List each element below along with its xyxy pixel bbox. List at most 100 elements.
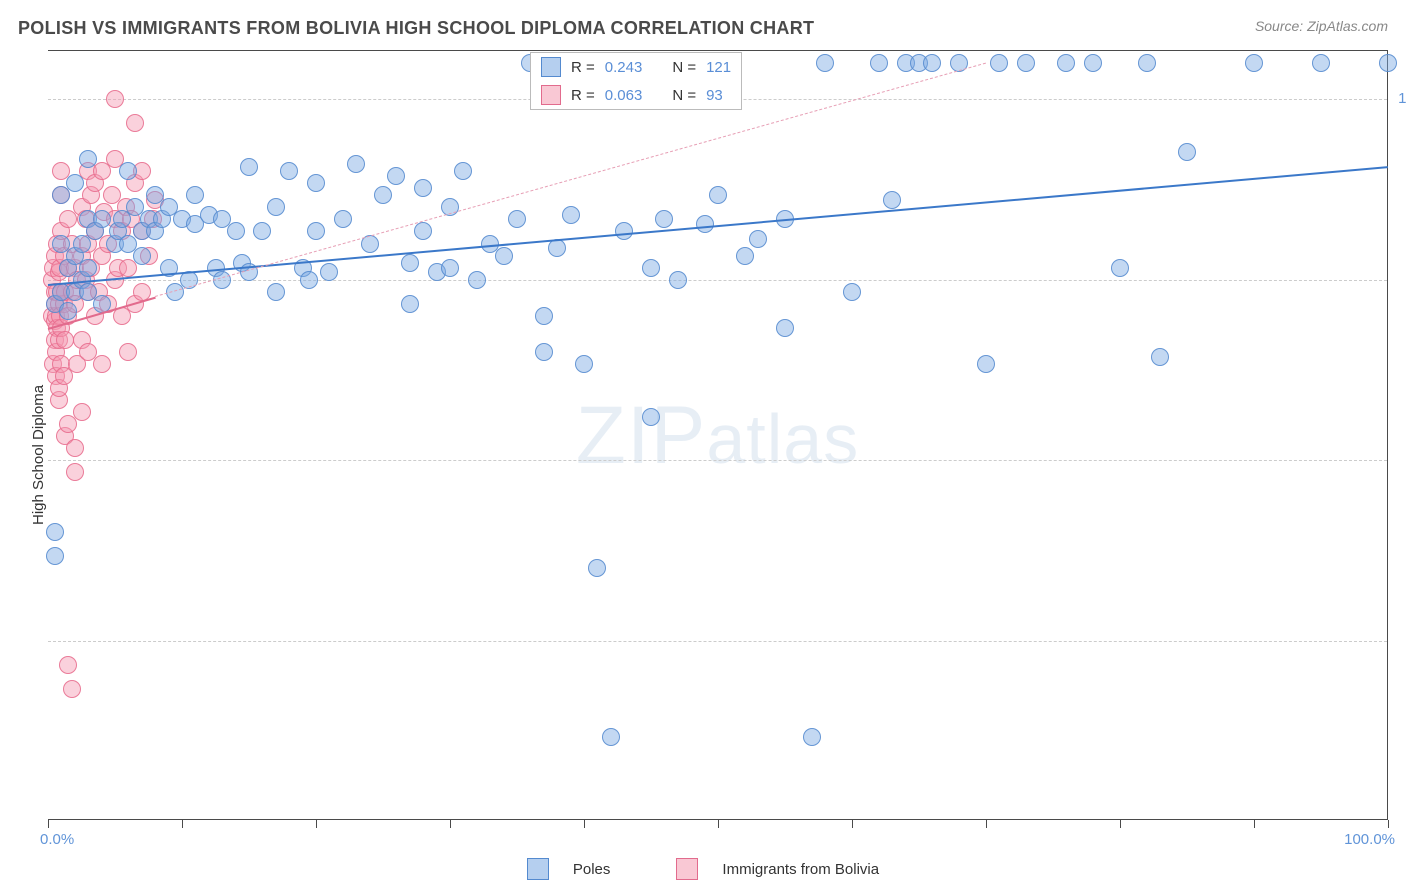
data-point (1111, 259, 1129, 277)
legend-swatch-pink (676, 858, 698, 880)
x-tick (48, 820, 49, 828)
data-point (495, 247, 513, 265)
data-point (73, 403, 91, 421)
x-tick (450, 820, 451, 828)
data-point (320, 263, 338, 281)
stat-N-pink: 93 (706, 87, 723, 104)
data-point (508, 210, 526, 228)
data-point (1017, 54, 1035, 72)
data-point (374, 186, 392, 204)
data-point (602, 728, 620, 746)
source-label: Source: ZipAtlas.com (1255, 18, 1388, 34)
data-point (1057, 54, 1075, 72)
data-point (133, 247, 151, 265)
x-tick (718, 820, 719, 828)
swatch-blue (541, 57, 561, 77)
data-point (615, 222, 633, 240)
data-point (93, 355, 111, 373)
data-point (562, 206, 580, 224)
x-tick (852, 820, 853, 828)
watermark-prefix: ZIP (576, 390, 707, 481)
data-point (736, 247, 754, 265)
data-point (696, 215, 714, 233)
x-tick (986, 820, 987, 828)
data-point (186, 186, 204, 204)
stat-N-label2: N = (672, 87, 696, 104)
data-point (59, 302, 77, 320)
stat-R-pink: 0.063 (605, 87, 643, 104)
gridline (48, 641, 1387, 642)
data-point (588, 559, 606, 577)
data-point (454, 162, 472, 180)
legend-bottom: Poles Immigrants from Bolivia (0, 858, 1406, 880)
plot-area: ZIPatlas 77.5%85.0%92.5%100.0%0.0%100.0% (48, 50, 1388, 820)
stat-R-label2: R = (571, 87, 595, 104)
data-point (468, 271, 486, 289)
x-tick (1120, 820, 1121, 828)
data-point (441, 259, 459, 277)
data-point (990, 54, 1008, 72)
x-tick (584, 820, 585, 828)
x-tick (182, 820, 183, 828)
gridline (48, 460, 1387, 461)
data-point (307, 174, 325, 192)
data-point (816, 54, 834, 72)
data-point (709, 186, 727, 204)
data-point (776, 319, 794, 337)
data-point (66, 174, 84, 192)
stat-N-blue: 121 (706, 59, 731, 76)
data-point (1178, 143, 1196, 161)
stat-R-label: R = (571, 59, 595, 76)
data-point (535, 307, 553, 325)
data-point (401, 254, 419, 272)
data-point (977, 355, 995, 373)
data-point (401, 295, 419, 313)
title-row: POLISH VS IMMIGRANTS FROM BOLIVIA HIGH S… (18, 18, 1388, 39)
y-tick-label: 100.0% (1398, 90, 1406, 107)
legend-label-poles: Poles (573, 861, 611, 878)
legend-swatch-blue (527, 858, 549, 880)
data-point (106, 90, 124, 108)
data-point (414, 222, 432, 240)
x-label-left: 0.0% (40, 831, 74, 848)
data-point (253, 222, 271, 240)
data-point (46, 547, 64, 565)
data-point (1084, 54, 1102, 72)
x-label-right: 100.0% (1344, 831, 1395, 848)
data-point (79, 259, 97, 277)
data-point (66, 439, 84, 457)
data-point (575, 355, 593, 373)
data-point (548, 239, 566, 257)
data-point (883, 191, 901, 209)
stat-N-label: N = (672, 59, 696, 76)
data-point (870, 54, 888, 72)
data-point (669, 271, 687, 289)
data-point (1151, 348, 1169, 366)
data-point (1312, 54, 1330, 72)
data-point (267, 283, 285, 301)
data-point (59, 656, 77, 674)
stats-row-bolivia: R = 0.063 N = 93 (531, 81, 741, 109)
data-point (803, 728, 821, 746)
data-point (126, 114, 144, 132)
x-tick (316, 820, 317, 828)
data-point (93, 210, 111, 228)
data-point (1138, 54, 1156, 72)
data-point (387, 167, 405, 185)
data-point (843, 283, 861, 301)
watermark: ZIPatlas (576, 389, 859, 483)
data-point (334, 210, 352, 228)
x-tick (1254, 820, 1255, 828)
y-axis-title: High School Diploma (30, 385, 47, 525)
legend-label-bolivia: Immigrants from Bolivia (722, 861, 879, 878)
chart-title: POLISH VS IMMIGRANTS FROM BOLIVIA HIGH S… (18, 18, 814, 39)
stats-row-poles: R = 0.243 N = 121 (531, 53, 741, 81)
data-point (267, 198, 285, 216)
data-point (66, 463, 84, 481)
data-point (347, 155, 365, 173)
data-point (240, 158, 258, 176)
data-point (227, 222, 245, 240)
stats-box: R = 0.243 N = 121 R = 0.063 N = 93 (530, 52, 742, 110)
data-point (280, 162, 298, 180)
data-point (535, 343, 553, 361)
